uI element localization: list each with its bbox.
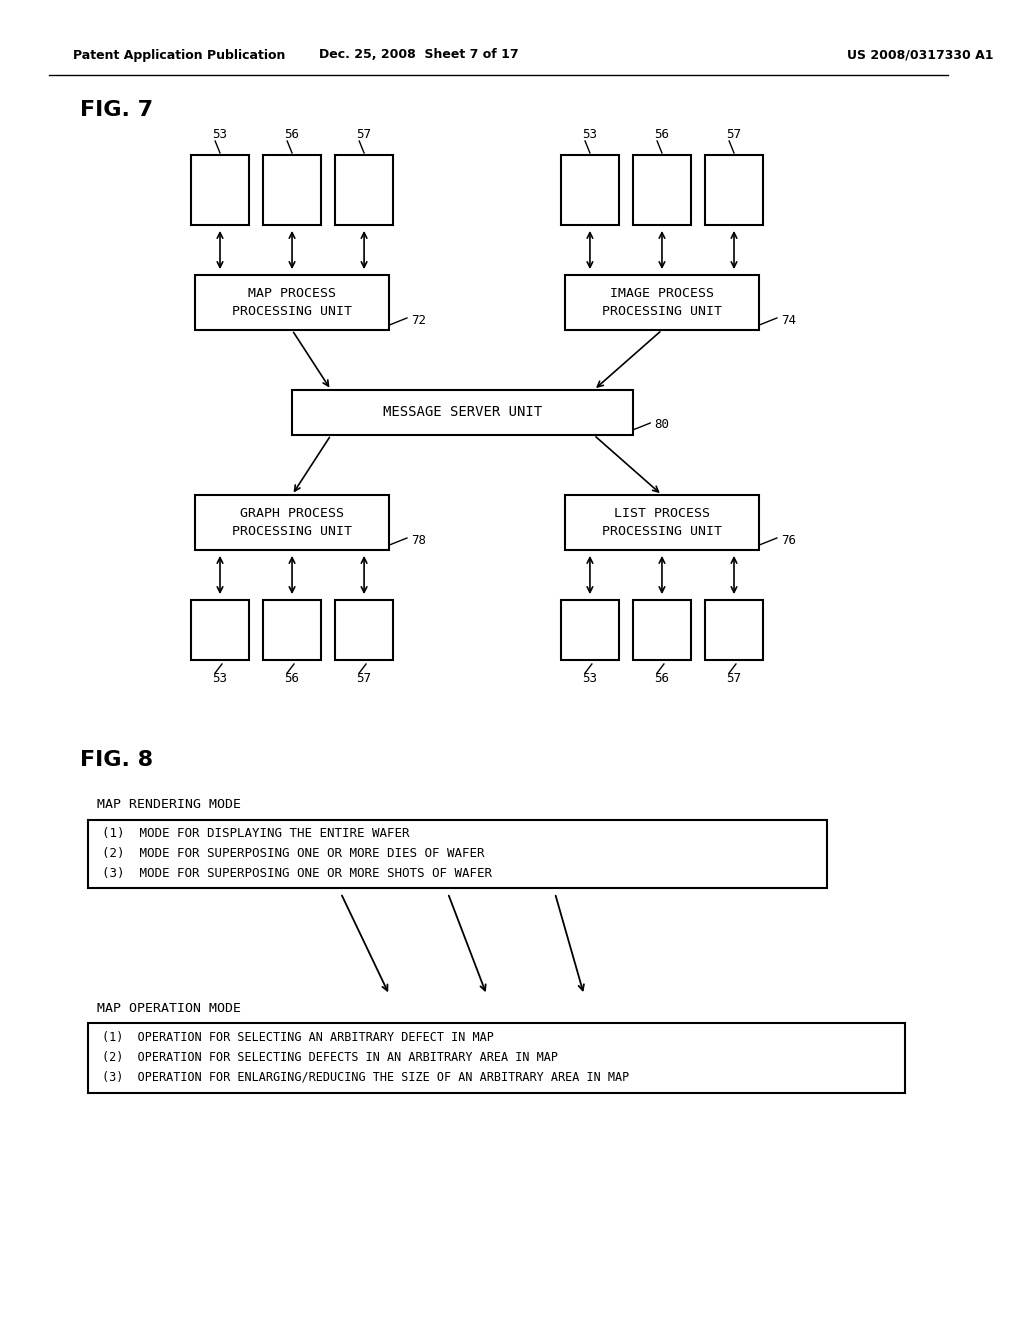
FancyBboxPatch shape xyxy=(633,154,691,224)
Text: 57: 57 xyxy=(726,672,741,685)
Text: US 2008/0317330 A1: US 2008/0317330 A1 xyxy=(847,49,993,62)
FancyBboxPatch shape xyxy=(705,601,763,660)
Text: 57: 57 xyxy=(356,128,372,141)
Text: 53: 53 xyxy=(213,128,227,141)
FancyBboxPatch shape xyxy=(292,389,633,436)
Text: 53: 53 xyxy=(583,672,597,685)
FancyBboxPatch shape xyxy=(263,154,322,224)
FancyBboxPatch shape xyxy=(190,601,249,660)
Text: 56: 56 xyxy=(654,672,670,685)
Text: 56: 56 xyxy=(285,672,300,685)
Text: FIG. 8: FIG. 8 xyxy=(80,750,153,770)
Text: MAP PROCESS
PROCESSING UNIT: MAP PROCESS PROCESSING UNIT xyxy=(232,286,352,318)
Text: LIST PROCESS
PROCESSING UNIT: LIST PROCESS PROCESSING UNIT xyxy=(602,507,722,539)
Text: 74: 74 xyxy=(780,314,796,326)
FancyBboxPatch shape xyxy=(564,495,760,550)
Text: (1)  MODE FOR DISPLAYING THE ENTIRE WAFER: (1) MODE FOR DISPLAYING THE ENTIRE WAFER xyxy=(102,828,410,841)
Text: Dec. 25, 2008  Sheet 7 of 17: Dec. 25, 2008 Sheet 7 of 17 xyxy=(318,49,518,62)
FancyBboxPatch shape xyxy=(263,601,322,660)
Text: IMAGE PROCESS
PROCESSING UNIT: IMAGE PROCESS PROCESSING UNIT xyxy=(602,286,722,318)
FancyBboxPatch shape xyxy=(564,275,760,330)
FancyBboxPatch shape xyxy=(195,495,389,550)
Text: 56: 56 xyxy=(285,128,300,141)
Text: FIG. 7: FIG. 7 xyxy=(80,100,153,120)
Text: 56: 56 xyxy=(654,128,670,141)
Text: (3)  OPERATION FOR ENLARGING/REDUCING THE SIZE OF AN ARBITRARY AREA IN MAP: (3) OPERATION FOR ENLARGING/REDUCING THE… xyxy=(102,1071,630,1084)
Text: 57: 57 xyxy=(356,672,372,685)
Text: MESSAGE SERVER UNIT: MESSAGE SERVER UNIT xyxy=(383,405,542,420)
Text: 76: 76 xyxy=(780,533,796,546)
Text: GRAPH PROCESS
PROCESSING UNIT: GRAPH PROCESS PROCESSING UNIT xyxy=(232,507,352,539)
Text: (3)  MODE FOR SUPERPOSING ONE OR MORE SHOTS OF WAFER: (3) MODE FOR SUPERPOSING ONE OR MORE SHO… xyxy=(102,867,493,880)
FancyBboxPatch shape xyxy=(705,154,763,224)
Text: MAP OPERATION MODE: MAP OPERATION MODE xyxy=(97,1002,242,1015)
FancyBboxPatch shape xyxy=(190,154,249,224)
Text: MAP RENDERING MODE: MAP RENDERING MODE xyxy=(97,799,242,812)
FancyBboxPatch shape xyxy=(633,601,691,660)
FancyBboxPatch shape xyxy=(195,275,389,330)
Text: Patent Application Publication: Patent Application Publication xyxy=(73,49,286,62)
Text: 53: 53 xyxy=(583,128,597,141)
FancyBboxPatch shape xyxy=(335,601,393,660)
Text: 80: 80 xyxy=(654,418,669,432)
Text: 72: 72 xyxy=(411,314,426,326)
FancyBboxPatch shape xyxy=(335,154,393,224)
Text: (1)  OPERATION FOR SELECTING AN ARBITRARY DEFECT IN MAP: (1) OPERATION FOR SELECTING AN ARBITRARY… xyxy=(102,1031,495,1044)
Text: (2)  OPERATION FOR SELECTING DEFECTS IN AN ARBITRARY AREA IN MAP: (2) OPERATION FOR SELECTING DEFECTS IN A… xyxy=(102,1051,558,1064)
Text: 53: 53 xyxy=(213,672,227,685)
Text: 57: 57 xyxy=(726,128,741,141)
FancyBboxPatch shape xyxy=(88,1023,905,1093)
FancyBboxPatch shape xyxy=(88,820,827,888)
Text: (2)  MODE FOR SUPERPOSING ONE OR MORE DIES OF WAFER: (2) MODE FOR SUPERPOSING ONE OR MORE DIE… xyxy=(102,847,484,861)
Text: 78: 78 xyxy=(411,533,426,546)
FancyBboxPatch shape xyxy=(561,601,620,660)
FancyBboxPatch shape xyxy=(561,154,620,224)
